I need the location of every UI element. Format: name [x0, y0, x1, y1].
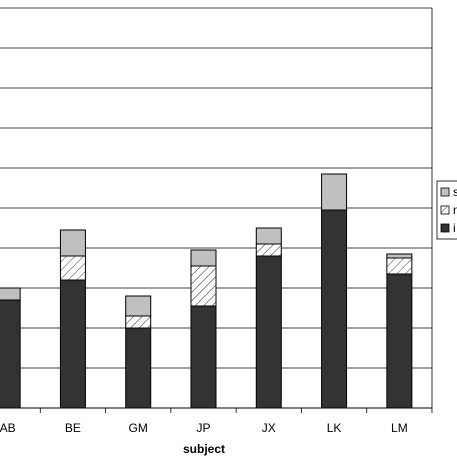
bar-segment-lm-s — [386, 253, 413, 259]
bar-segment-ab-s — [0, 287, 21, 301]
bar-segment-lm-i — [386, 273, 413, 409]
x-tick-label: JP — [196, 421, 210, 435]
bar-segment-ab-i — [0, 299, 21, 409]
legend-label-n: n — [453, 203, 457, 217]
x-tick-label: LM — [391, 421, 408, 435]
legend: sni — [436, 180, 457, 240]
bar-segment-be-n — [59, 255, 86, 281]
x-tick-labels: AB BE GM JP JX LK LM — [0, 421, 408, 435]
x-tick-label: GM — [129, 421, 148, 435]
x-tick-label: BE — [65, 421, 81, 435]
bar-segment-lk-i — [321, 209, 348, 409]
bar-segment-jx-i — [255, 255, 282, 409]
legend-swatch-i — [440, 223, 450, 233]
bar-segment-gm-i — [125, 327, 152, 409]
bar-segment-be-i — [59, 279, 86, 409]
x-tick-label: LK — [327, 421, 342, 435]
bar-segment-jp-s — [190, 249, 217, 267]
legend-swatch-s — [440, 187, 450, 197]
bar-segment-gm-s — [125, 295, 152, 317]
bar-segment-jp-i — [190, 305, 217, 409]
bar-segment-lm-n — [386, 257, 413, 275]
bar-segment-jx-s — [255, 227, 282, 245]
bar-segment-lk-s — [321, 173, 348, 211]
legend-swatch-n — [440, 205, 450, 215]
bar-segment-jx-n — [255, 243, 282, 257]
legend-label-i: i — [453, 221, 456, 235]
x-axis-title: subject — [183, 442, 225, 456]
x-tick-label: JX — [262, 421, 276, 435]
x-tick-label: AB — [0, 421, 16, 435]
axes — [0, 8, 433, 413]
legend-label-s: s — [453, 185, 457, 199]
bar-segment-gm-n — [125, 315, 152, 329]
bars — [0, 173, 413, 409]
bar-segment-jp-n — [190, 265, 217, 307]
bar-segment-be-s — [59, 229, 86, 257]
